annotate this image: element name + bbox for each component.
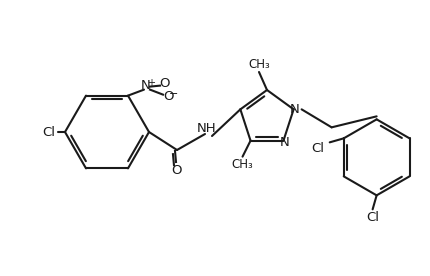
Text: N: N [280,136,289,149]
Text: NH: NH [197,121,217,134]
Text: Cl: Cl [366,211,379,224]
Text: CH₃: CH₃ [232,158,253,171]
Text: −: − [169,89,179,99]
Text: O: O [163,90,173,103]
Text: O: O [172,164,182,177]
Text: Cl: Cl [43,126,55,139]
Text: Cl: Cl [311,142,324,155]
Text: +: + [147,78,156,87]
Text: N: N [290,103,300,116]
Text: N: N [141,79,151,92]
Text: O: O [159,77,169,90]
Text: CH₃: CH₃ [248,57,270,70]
